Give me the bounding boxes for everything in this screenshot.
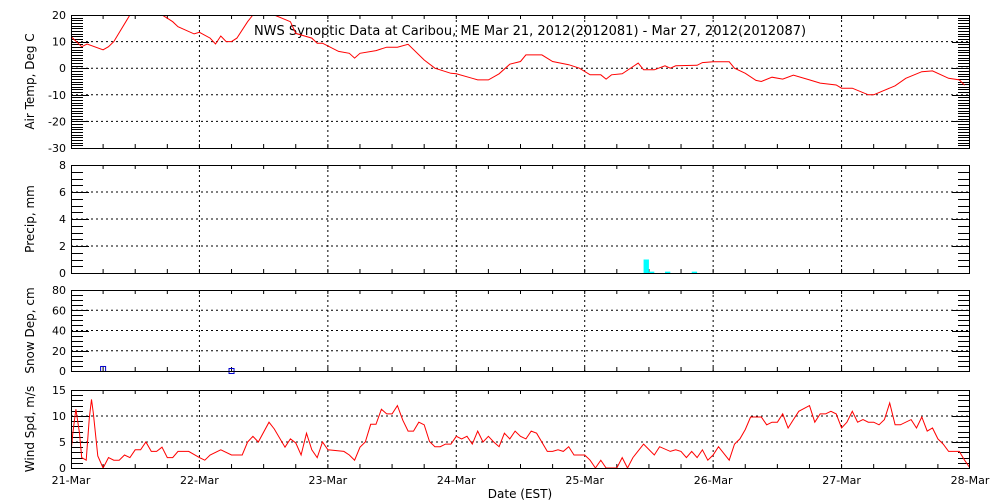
x-tick-label: 25-Mar (565, 474, 604, 487)
y-tick-label: 5 (59, 436, 66, 449)
y-tick-label: 0 (59, 267, 66, 280)
y-tick-label: -20 (48, 115, 66, 128)
y-tick-label: 80 (52, 284, 66, 297)
y-axis-title: Precip, mm (23, 185, 37, 253)
y-tick-label: 6 (59, 186, 66, 199)
precip-bar (664, 271, 671, 273)
y-tick-label: 2 (59, 240, 66, 253)
y-tick-label: 0 (59, 365, 66, 378)
y-tick-label: 0 (59, 62, 66, 75)
panel-frame (71, 165, 970, 274)
y-tick-label: 60 (52, 304, 66, 317)
y-tick-label: 4 (59, 213, 66, 226)
series-line (71, 15, 965, 96)
precip-bar (648, 271, 655, 273)
y-tick-label: -30 (48, 142, 66, 155)
x-axis-title: Date (EST) (488, 487, 552, 500)
chart-title: NWS Synoptic Data at Caribou, ME Mar 21,… (254, 24, 806, 39)
series-line (71, 399, 970, 468)
x-tick-label: 21-Mar (52, 474, 91, 487)
x-tick-label: 27-Mar (822, 474, 861, 487)
panel-frame (71, 15, 970, 149)
x-tick-label: 26-Mar (694, 474, 733, 487)
precip-bar (643, 259, 649, 273)
panel-2: 0 20 40 60 80 Snow Dep, cm (23, 284, 970, 378)
x-tick-label: 22-Mar (180, 474, 219, 487)
series-group (71, 399, 970, 468)
y-tick-label: 20 (52, 9, 66, 22)
panel-1: 0 2 4 6 8 Precip, mm (23, 159, 970, 280)
y-tick-label: 40 (52, 325, 66, 338)
y-axis-title: Air Temp, Deg C (23, 33, 37, 129)
x-tick-label: 28-Mar (951, 474, 990, 487)
panel-0: -30 -20 -10 0 10 20 Air Temp, Deg C (23, 9, 970, 155)
y-tick-label: 8 (59, 159, 66, 172)
series-group (71, 15, 965, 96)
y-axis-title: Snow Dep, cm (23, 287, 37, 373)
y-tick-label: 10 (52, 36, 66, 49)
x-tick-label: 24-Mar (437, 474, 476, 487)
y-tick-label: -10 (48, 89, 66, 102)
panel-frame (71, 290, 970, 372)
x-tick-label: 23-Mar (308, 474, 347, 487)
panel-3: 0 5 10 15 Wind Spd, m/s 21-Mar 22-Mar 23-Mar 24-… (23, 384, 990, 487)
panel-frame (71, 390, 970, 469)
series-group (643, 259, 698, 273)
y-tick-label: 20 (52, 345, 66, 358)
y-axis-title: Wind Spd, m/s (23, 386, 37, 472)
y-tick-label: 10 (52, 410, 66, 423)
y-tick-label: 0 (59, 462, 66, 475)
y-tick-label: 15 (52, 384, 66, 397)
precip-bar (691, 271, 698, 273)
